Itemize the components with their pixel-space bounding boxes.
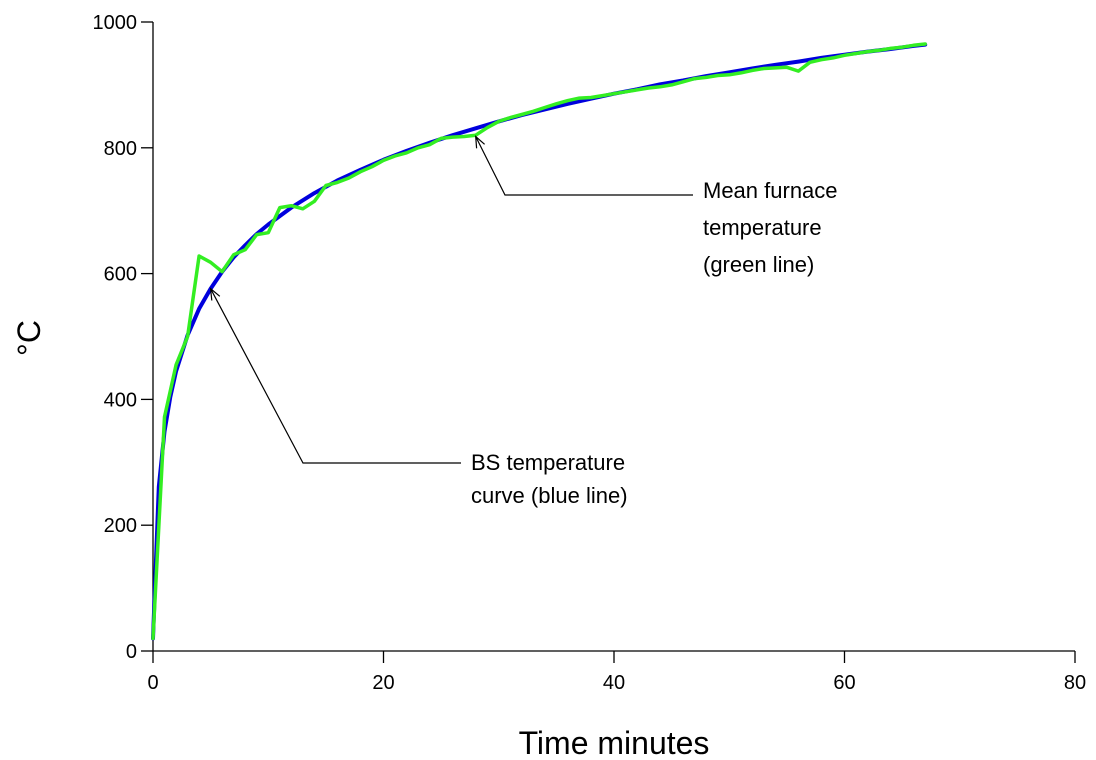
annotation-text: curve (blue line) [471, 483, 628, 508]
annotation-leader [475, 136, 693, 196]
x-tick-label: 20 [372, 672, 394, 694]
y-axis-title: °C [11, 320, 47, 356]
series-line [151, 42, 927, 641]
y-tick-label: 400 [104, 389, 137, 411]
y-tick-label: 0 [126, 641, 137, 663]
annotation-leader [210, 288, 461, 464]
annotation-text: Mean furnace [703, 178, 838, 203]
y-tick-label: 1000 [93, 12, 138, 34]
x-tick-label: 60 [833, 672, 855, 694]
x-axis-title: Time minutes [519, 725, 710, 760]
x-tick-label: 0 [147, 672, 158, 694]
annotation-layer: Mean furnace temperature (green line) BS te… [209, 135, 838, 508]
y-tick-label: 800 [104, 138, 137, 160]
y-tick-label: 200 [104, 515, 137, 537]
annotation-text: BS temperature [471, 450, 625, 475]
axes: 0 200 400 600 800 1000 0 20 40 60 80 [93, 12, 1087, 694]
annotation-arrowhead [209, 287, 221, 301]
series-line [151, 42, 928, 641]
x-tick-label: 40 [603, 672, 625, 694]
series-layer [151, 42, 928, 641]
x-tick-label: 80 [1064, 672, 1086, 694]
annotation-text: (green line) [703, 252, 814, 277]
annotation-text: temperature [703, 215, 822, 240]
y-tick-label: 600 [104, 264, 137, 286]
annotation-arrowhead [474, 135, 485, 149]
